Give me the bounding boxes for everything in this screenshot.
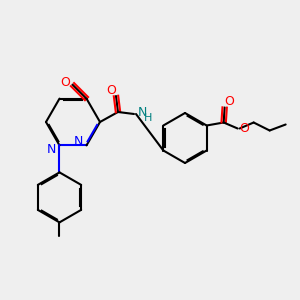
Text: N: N [137,106,147,118]
Text: O: O [106,83,116,97]
Text: N: N [74,135,83,148]
Text: O: O [61,76,70,89]
Text: O: O [240,122,250,135]
Text: H: H [144,113,152,123]
Text: N: N [47,143,56,156]
Text: O: O [225,95,235,108]
